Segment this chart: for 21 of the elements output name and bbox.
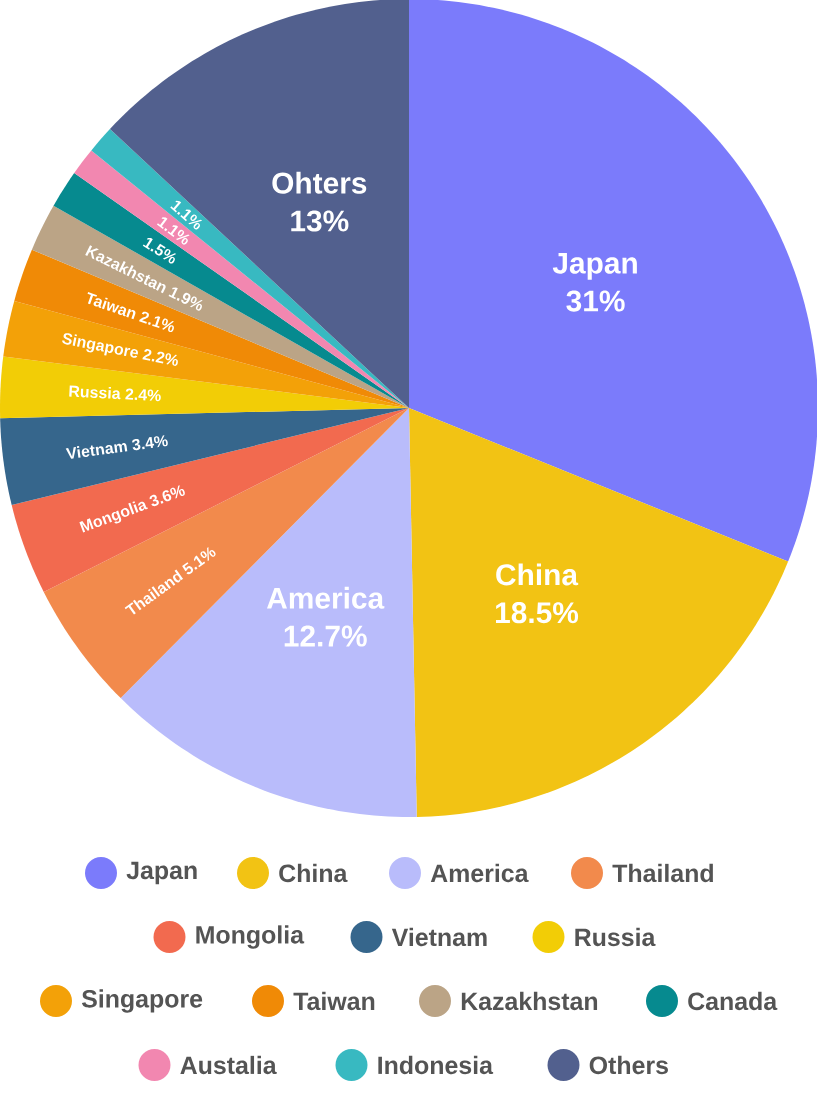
legend-label: Taiwan	[293, 991, 375, 1011]
legend-label: China	[279, 863, 348, 883]
data-label: America 12.7%	[266, 586, 385, 647]
data-label: Vietnam 3.4%	[65, 435, 168, 459]
legend-label: Canada	[688, 991, 778, 1011]
legend-label: Others	[589, 1055, 668, 1075]
data-label: Ohters 13%	[272, 171, 367, 232]
legend-label: Russia	[575, 927, 656, 947]
data-label: China 18.5%	[495, 563, 579, 624]
data-label: Singapore 2.2%	[62, 333, 178, 366]
legend-label: Indonesia	[378, 1055, 494, 1075]
legend-label: Kazakhstan	[461, 991, 598, 1011]
legend-label: Vietnam	[391, 927, 487, 947]
legend-label: Mongolia	[196, 925, 305, 949]
legend-label: Japan	[126, 861, 197, 885]
data-label: Russia 2.4%	[69, 385, 161, 402]
legend-label: Austalia	[180, 1055, 277, 1075]
legend-label: America	[430, 863, 529, 883]
data-label: Japan 31%	[552, 252, 637, 312]
legend-label: Thailand	[612, 863, 713, 883]
legend-label: Singapore	[81, 989, 203, 1013]
